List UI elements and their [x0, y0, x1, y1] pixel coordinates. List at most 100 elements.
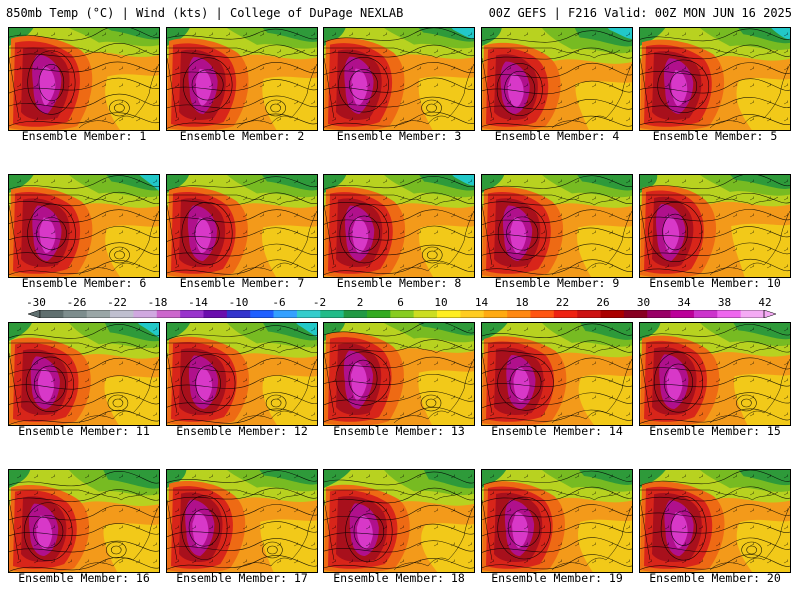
temperature-field: [167, 28, 317, 130]
ensemble-member-map-10: [639, 174, 791, 278]
colorbar-tick-label: 18: [515, 296, 529, 309]
colorbar-swatch: [670, 310, 695, 318]
colorbar-max-arrow: [763, 310, 776, 318]
ensemble-member-map-15: [639, 322, 791, 426]
member-caption-3: Ensemble Member: 3: [336, 129, 462, 143]
member-caption-8: Ensemble Member: 8: [336, 276, 462, 290]
ensemble-member-map-8: [323, 174, 475, 278]
temperature-field: [167, 323, 317, 425]
member-caption-2: Ensemble Member: 2: [179, 129, 305, 143]
temperature-field: [640, 28, 790, 130]
ensemble-member-map-11: [8, 322, 160, 426]
colorbar-tick-label: 22: [555, 296, 570, 309]
colorbar-swatch: [553, 310, 578, 318]
colorbar-swatch: [460, 310, 485, 318]
member-caption-20: Ensemble Member: 20: [649, 571, 781, 585]
member-caption-1: Ensemble Member: 1: [21, 129, 147, 143]
model-run-info: 00Z GEFS | F216 Valid: 00Z MON JUN 16 20…: [488, 6, 792, 20]
colorbar-swatch: [320, 310, 344, 318]
member-caption-11: Ensemble Member: 11: [18, 424, 150, 438]
colorbar-tick-label: 26: [596, 296, 610, 309]
member-caption-12: Ensemble Member: 12: [176, 424, 308, 438]
colorbar-swatch: [740, 310, 765, 318]
colorbar-tick-label: -10: [228, 296, 249, 309]
temperature-field: [640, 470, 790, 572]
colorbar-swatch: [343, 310, 368, 318]
colorbar-tick-label: -6: [272, 296, 286, 309]
colorbar-tick-label: -2: [312, 296, 327, 309]
ensemble-member-map-6: [8, 174, 160, 278]
ensemble-member-map-17: [166, 469, 318, 573]
colorbar-tick-label: -30: [26, 296, 46, 309]
colorbar-swatch: [40, 310, 64, 318]
colorbar-tick-label: 38: [717, 296, 732, 309]
temperature-field: [167, 175, 317, 277]
colorbar-swatch: [483, 310, 508, 318]
temperature-field: [9, 28, 159, 130]
colorbar-swatch: [133, 310, 158, 318]
ensemble-member-map-19: [481, 469, 633, 573]
ensemble-member-map-16: [8, 469, 160, 573]
member-caption-18: Ensemble Member: 18: [333, 571, 465, 585]
temperature-colorbar: [28, 310, 776, 318]
temperature-field: [324, 28, 474, 130]
colorbar-swatch: [577, 310, 601, 318]
member-caption-16: Ensemble Member: 16: [18, 571, 150, 585]
ensemble-member-map-12: [166, 322, 318, 426]
colorbar-tick-label: -14: [188, 296, 208, 309]
member-caption-4: Ensemble Member: 4: [494, 129, 620, 143]
member-caption-10: Ensemble Member: 10: [649, 276, 781, 290]
colorbar-swatch: [437, 310, 461, 318]
ensemble-member-map-20: [639, 469, 791, 573]
ensemble-member-map-3: [323, 27, 475, 131]
ensemble-member-map-5: [639, 27, 791, 131]
colorbar-swatch: [366, 310, 391, 318]
colorbar-swatch: [600, 310, 625, 318]
member-caption-5: Ensemble Member: 5: [652, 129, 778, 143]
colorbar-swatch: [717, 310, 741, 318]
colorbar-swatch: [647, 310, 671, 318]
member-caption-9: Ensemble Member: 9: [494, 276, 620, 290]
colorbar-tick-label: 6: [397, 296, 404, 309]
colorbar-swatch: [296, 310, 321, 318]
ensemble-member-map-18: [323, 469, 475, 573]
member-caption-19: Ensemble Member: 19: [491, 571, 623, 585]
colorbar-tick-label: 2: [356, 296, 364, 309]
colorbar-tick-label: 34: [677, 296, 691, 309]
temperature-field: [482, 175, 632, 277]
ensemble-member-map-4: [481, 27, 633, 131]
member-caption-17: Ensemble Member: 17: [176, 571, 308, 585]
temperature-field: [324, 175, 474, 277]
ensemble-member-map-13: [323, 322, 475, 426]
temperature-field: [9, 470, 159, 572]
ensemble-member-map-1: [8, 27, 160, 131]
colorbar-swatch: [623, 310, 648, 318]
temperature-field: [9, 323, 159, 425]
ensemble-member-map-9: [481, 174, 633, 278]
temperature-field: [482, 323, 632, 425]
colorbar-tick-label: -22: [107, 296, 127, 309]
colorbar-swatch: [693, 310, 718, 318]
temperature-field: [640, 323, 790, 425]
temperature-field: [324, 323, 474, 425]
product-title: 850mb Temp (°C) | Wind (kts) | College o…: [6, 6, 404, 20]
ensemble-member-map-2: [166, 27, 318, 131]
colorbar-swatch: [413, 310, 438, 318]
colorbar-tick-label: 14: [474, 296, 489, 309]
colorbar-swatch: [86, 310, 111, 318]
colorbar-swatch: [63, 310, 88, 318]
temperature-field: [9, 175, 159, 277]
colorbar-swatch: [110, 310, 134, 318]
member-caption-13: Ensemble Member: 13: [333, 424, 465, 438]
member-caption-7: Ensemble Member: 7: [179, 276, 305, 290]
colorbar-swatch: [530, 310, 555, 318]
colorbar-tick-label: 42: [758, 296, 772, 309]
colorbar-tick-label: -18: [147, 296, 168, 309]
colorbar-swatch: [250, 310, 274, 318]
colorbar-tick-label: 30: [636, 296, 651, 309]
colorbar-swatch: [226, 310, 251, 318]
colorbar-min-arrow: [28, 310, 41, 318]
colorbar-swatch: [390, 310, 414, 318]
ensemble-member-map-14: [481, 322, 633, 426]
temperature-field: [640, 175, 790, 277]
